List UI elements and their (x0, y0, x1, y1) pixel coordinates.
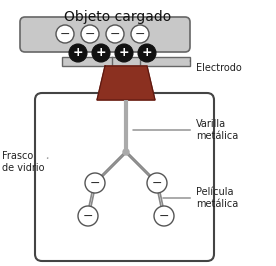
Text: +: + (142, 47, 152, 60)
Text: +: + (96, 47, 106, 60)
Text: −: − (90, 177, 100, 189)
Circle shape (115, 44, 133, 62)
Circle shape (138, 44, 156, 62)
Text: −: − (85, 27, 95, 40)
Circle shape (85, 173, 105, 193)
Text: −: − (110, 27, 120, 40)
Circle shape (78, 206, 98, 226)
Bar (62, 57, 190, 66)
Circle shape (131, 25, 149, 43)
Circle shape (81, 25, 99, 43)
Text: −: − (135, 27, 145, 40)
Text: Varilla
metálica: Varilla metálica (133, 119, 238, 141)
Circle shape (69, 44, 87, 62)
Text: Electrodo: Electrodo (190, 61, 242, 73)
Text: −: − (83, 210, 93, 222)
Circle shape (123, 149, 129, 155)
Text: −: − (152, 177, 162, 189)
Circle shape (92, 44, 110, 62)
Text: Frasco
de vidrio: Frasco de vidrio (2, 151, 48, 173)
Text: +: + (119, 47, 129, 60)
Text: Película
metálica: Película metálica (163, 187, 238, 209)
FancyBboxPatch shape (35, 93, 214, 261)
Circle shape (154, 206, 174, 226)
FancyBboxPatch shape (20, 17, 190, 52)
Text: −: − (159, 210, 169, 222)
Polygon shape (97, 66, 155, 100)
Circle shape (147, 173, 167, 193)
Text: −: − (60, 27, 70, 40)
Text: Objeto cargado: Objeto cargado (64, 10, 172, 24)
Circle shape (106, 25, 124, 43)
Text: +: + (73, 47, 83, 60)
Circle shape (56, 25, 74, 43)
